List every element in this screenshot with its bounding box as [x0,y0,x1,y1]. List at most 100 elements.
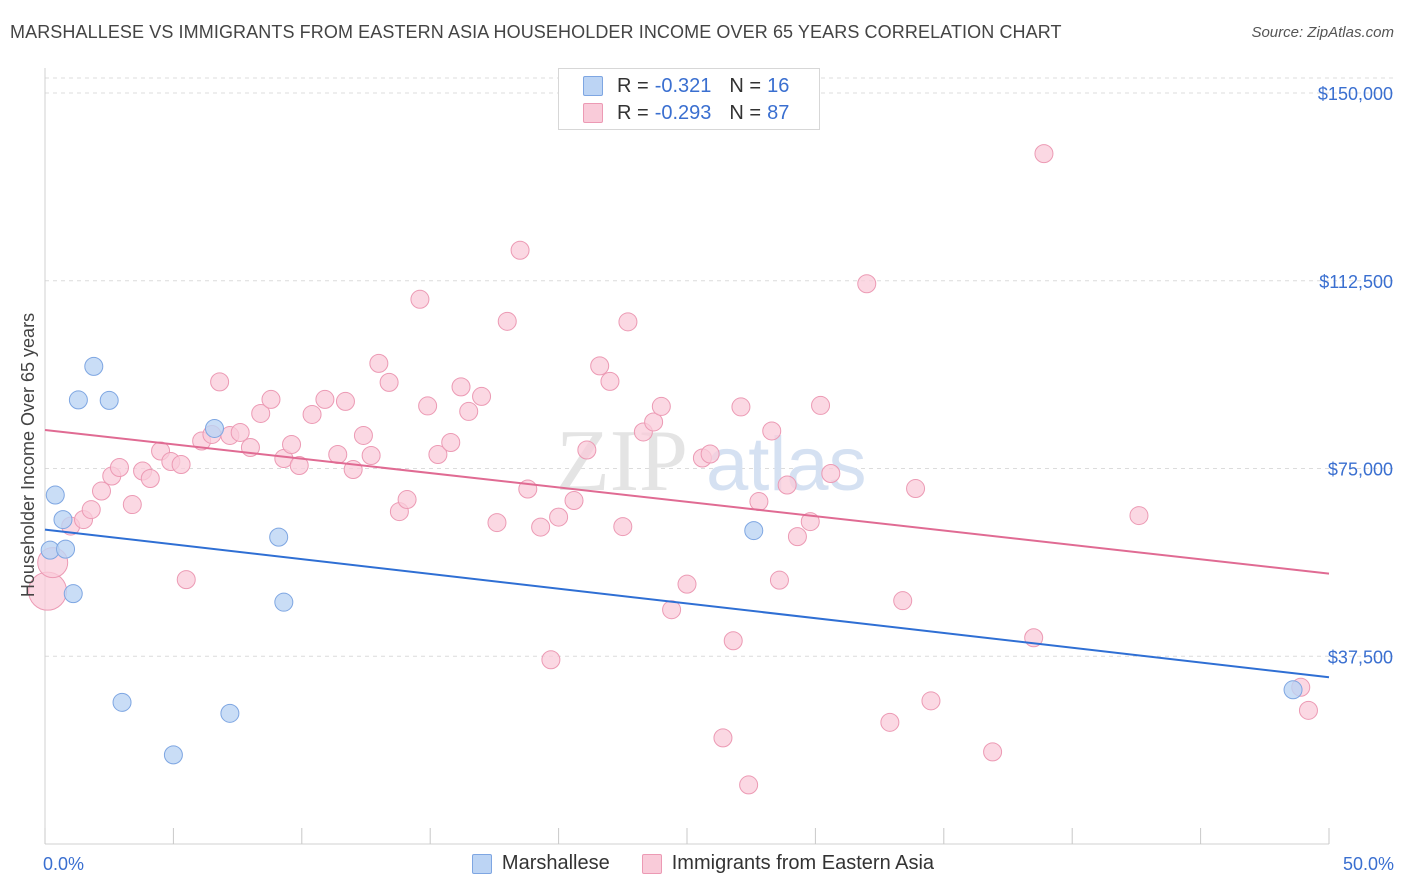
y-tick-label: $112,500 [1319,272,1393,292]
legend-label-immigrants: Immigrants from Eastern Asia [671,852,935,874]
y-tick-label: $37,500 [1328,647,1393,667]
data-point-marshallese [45,485,65,505]
data-point-marshallese [56,539,76,559]
data-point-immigrants [410,289,430,309]
data-point-immigrants [713,728,733,748]
data-point-immigrants [328,444,348,464]
data-point-marshallese [269,527,289,547]
y-axis-title: Householder Income Over 65 years [18,313,38,597]
y-tick-label: $150,000 [1318,84,1393,104]
data-point-immigrants [122,495,142,515]
data-point-immigrants [369,353,389,373]
data-point-immigrants [613,517,633,537]
data-point-immigrants [251,403,271,423]
data-point-immigrants [1298,700,1318,720]
data-point-immigrants [1129,506,1149,526]
data-point-immigrants [230,422,250,442]
data-point-immigrants [261,389,281,409]
data-point-marshallese [112,692,132,712]
x-tick-label: 50.0% [1343,854,1394,874]
legend-n-label: N = [729,74,762,97]
data-point-immigrants [857,274,877,294]
data-point-immigrants [510,240,530,260]
data-point-immigrants [590,356,610,376]
trend-line-marshallese [44,528,1330,679]
legend-swatch-immigrants [641,853,662,874]
data-point-marshallese [204,418,224,438]
data-point-immigrants [1034,144,1054,164]
legend-row-marshallese: R = -0.321 N = 16 [583,73,789,99]
legend-item-marshallese[interactable]: Marshallese [471,852,610,875]
data-point-immigrants [361,445,381,465]
data-point-immigrants [739,775,759,795]
data-point-immigrants [731,397,751,417]
legend-n-value: 87 [767,101,790,124]
legend-swatch-marshallese [583,76,603,96]
legend-label-marshallese: Marshallese [501,852,610,874]
legend-swatch-immigrants [583,103,603,123]
data-point-immigrants [787,527,807,547]
data-point-immigrants [723,631,743,651]
chart-title: MARSHALLESE VS IMMIGRANTS FROM EASTERN A… [10,22,1062,42]
legend-swatch-marshallese [471,853,492,874]
data-point-marshallese [220,703,240,723]
data-point-immigrants [564,491,584,511]
data-point-immigrants [777,475,797,495]
data-point-immigrants [700,444,720,464]
legend-n-label: N = [729,101,762,124]
legend-n-value: 16 [767,74,790,97]
correlation-legend: R = -0.321 N = 16 R = -0.293 N = 87 [558,68,820,130]
labels-layer: $37,500 $75,000 $112,500 $150,000 0.0% 50.0% H… [18,84,1394,874]
data-point-immigrants [651,396,671,416]
grid-layer [45,77,1395,657]
trend-line-immigrants [44,428,1330,575]
data-point-immigrants [811,395,831,415]
data-point-marshallese [63,584,83,604]
data-point-immigrants [618,312,638,332]
data-point-immigrants [302,404,322,424]
data-point-marshallese [84,356,104,376]
data-point-immigrants [109,458,129,478]
data-point-marshallese [99,390,119,410]
data-point-immigrants [289,456,309,476]
data-point-immigrants [677,574,697,594]
data-point-marshallese [68,390,88,410]
data-point-immigrants [983,742,1003,762]
data-point-immigrants [880,712,900,732]
data-point-immigrants [315,389,335,409]
legend-r-label: R = [617,74,649,97]
data-point-immigrants [282,434,302,454]
legend-r-label: R = [617,101,649,124]
source-label: Source: ZipAtlas.com [1251,24,1394,41]
data-point-immigrants [600,371,620,391]
data-point-immigrants [749,492,769,512]
series-legend: Marshallese Immigrants from Eastern Asia [0,852,1406,875]
data-point-immigrants [497,311,517,331]
legend-row-immigrants: R = -0.293 N = 87 [583,100,789,126]
data-point-immigrants [769,570,789,590]
data-point-immigrants [459,401,479,421]
data-point-immigrants [210,372,230,392]
data-point-immigrants [353,425,373,445]
trend-layer [44,428,1330,679]
data-point-marshallese [744,521,764,541]
legend-item-immigrants[interactable]: Immigrants from Eastern Asia [641,852,935,875]
data-point-immigrants [577,440,597,460]
series-marshallese [40,356,1303,765]
data-point-immigrants [906,479,926,499]
data-point-immigrants [140,469,160,489]
data-point-immigrants [762,421,782,441]
x-tick-label: 0.0% [43,854,84,874]
data-point-immigrants [821,464,841,484]
data-point-immigrants [921,691,941,711]
legend-r-value: -0.293 [654,101,712,124]
data-point-immigrants [472,386,492,406]
data-point-marshallese [53,510,73,530]
data-point-immigrants [549,507,569,527]
data-point-immigrants [171,455,191,475]
data-point-immigrants [418,396,438,416]
data-point-immigrants [81,500,101,520]
data-point-marshallese [274,592,294,612]
data-point-immigrants [397,490,417,510]
